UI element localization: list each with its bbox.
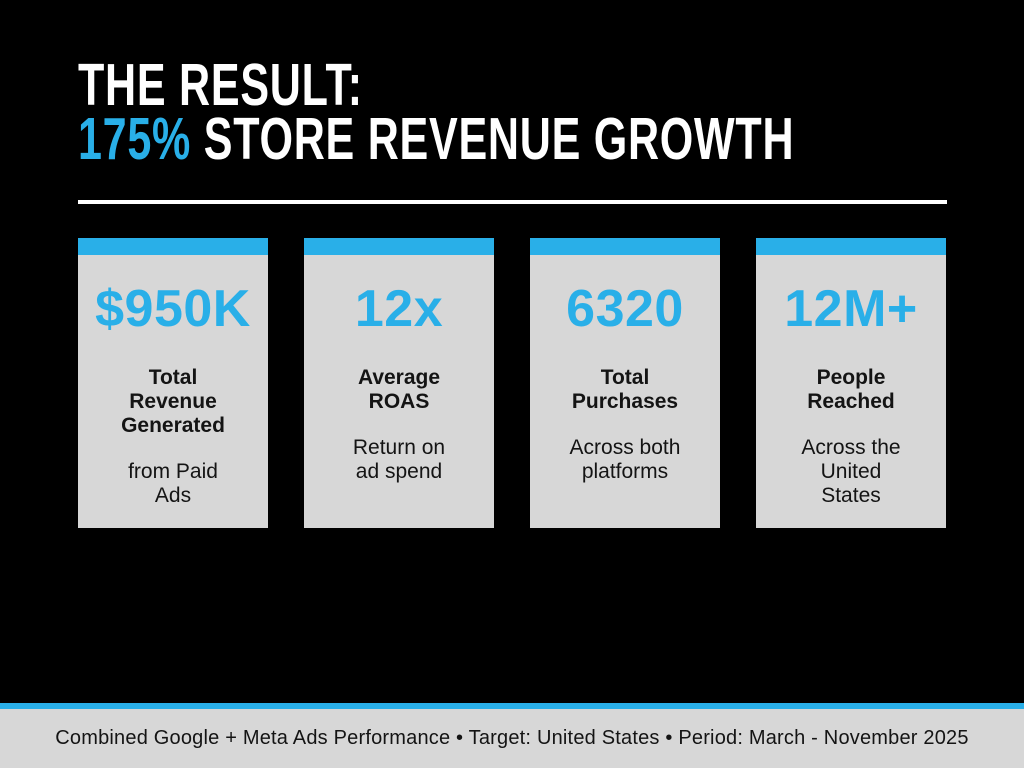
- card-body: 12M+ People Reached Across the United St…: [756, 255, 946, 528]
- stat-label: People Reached: [807, 366, 895, 413]
- title-line-2: 175% STORE REVENUE GROWTH: [78, 110, 794, 169]
- stat-card-roas: 12x Average ROAS Return on ad spend: [304, 238, 494, 528]
- stat-sublabel: Across both platforms: [569, 436, 681, 483]
- stat-card-revenue: $950K Total Revenue Generated from Paid …: [78, 238, 268, 528]
- card-accent-bar: [78, 238, 268, 255]
- stat-cards-row: $950K Total Revenue Generated from Paid …: [78, 238, 946, 528]
- card-accent-bar: [756, 238, 946, 255]
- title-line-1: THE RESULT:: [78, 52, 363, 118]
- stat-label: Total Purchases: [571, 366, 679, 413]
- stat-label: Total Revenue Generated: [121, 366, 225, 437]
- card-accent-bar: [304, 238, 494, 255]
- stat-card-reach: 12M+ People Reached Across the United St…: [756, 238, 946, 528]
- card-body: $950K Total Revenue Generated from Paid …: [78, 255, 268, 528]
- footer-accent-line: [0, 703, 1024, 709]
- card-body: 12x Average ROAS Return on ad spend: [304, 255, 494, 528]
- stat-sublabel: Across the United States: [801, 436, 901, 507]
- stat-value: 12M+: [784, 280, 918, 338]
- stat-label: Average ROAS: [357, 366, 441, 413]
- title-underline-rule: [78, 200, 947, 204]
- card-body: 6320 Total Purchases Across both platfor…: [530, 255, 720, 528]
- footer-bar: Combined Google + Meta Ads Performance •…: [0, 709, 1024, 768]
- stat-sublabel: Return on ad spend: [352, 436, 446, 483]
- stat-value: 6320: [566, 280, 684, 338]
- stat-card-purchases: 6320 Total Purchases Across both platfor…: [530, 238, 720, 528]
- stat-value: 12x: [354, 280, 444, 338]
- card-accent-bar: [530, 238, 720, 255]
- stat-value: $950K: [95, 280, 251, 338]
- stat-sublabel: from Paid Ads: [128, 460, 218, 507]
- footer-text: Combined Google + Meta Ads Performance •…: [55, 727, 969, 749]
- title-block: THE RESULT: 175% STORE REVENUE GROWTH: [78, 52, 1024, 169]
- title-highlight-percentage: 175%: [78, 106, 192, 172]
- title-line-2-text: STORE REVENUE GROWTH: [191, 106, 795, 172]
